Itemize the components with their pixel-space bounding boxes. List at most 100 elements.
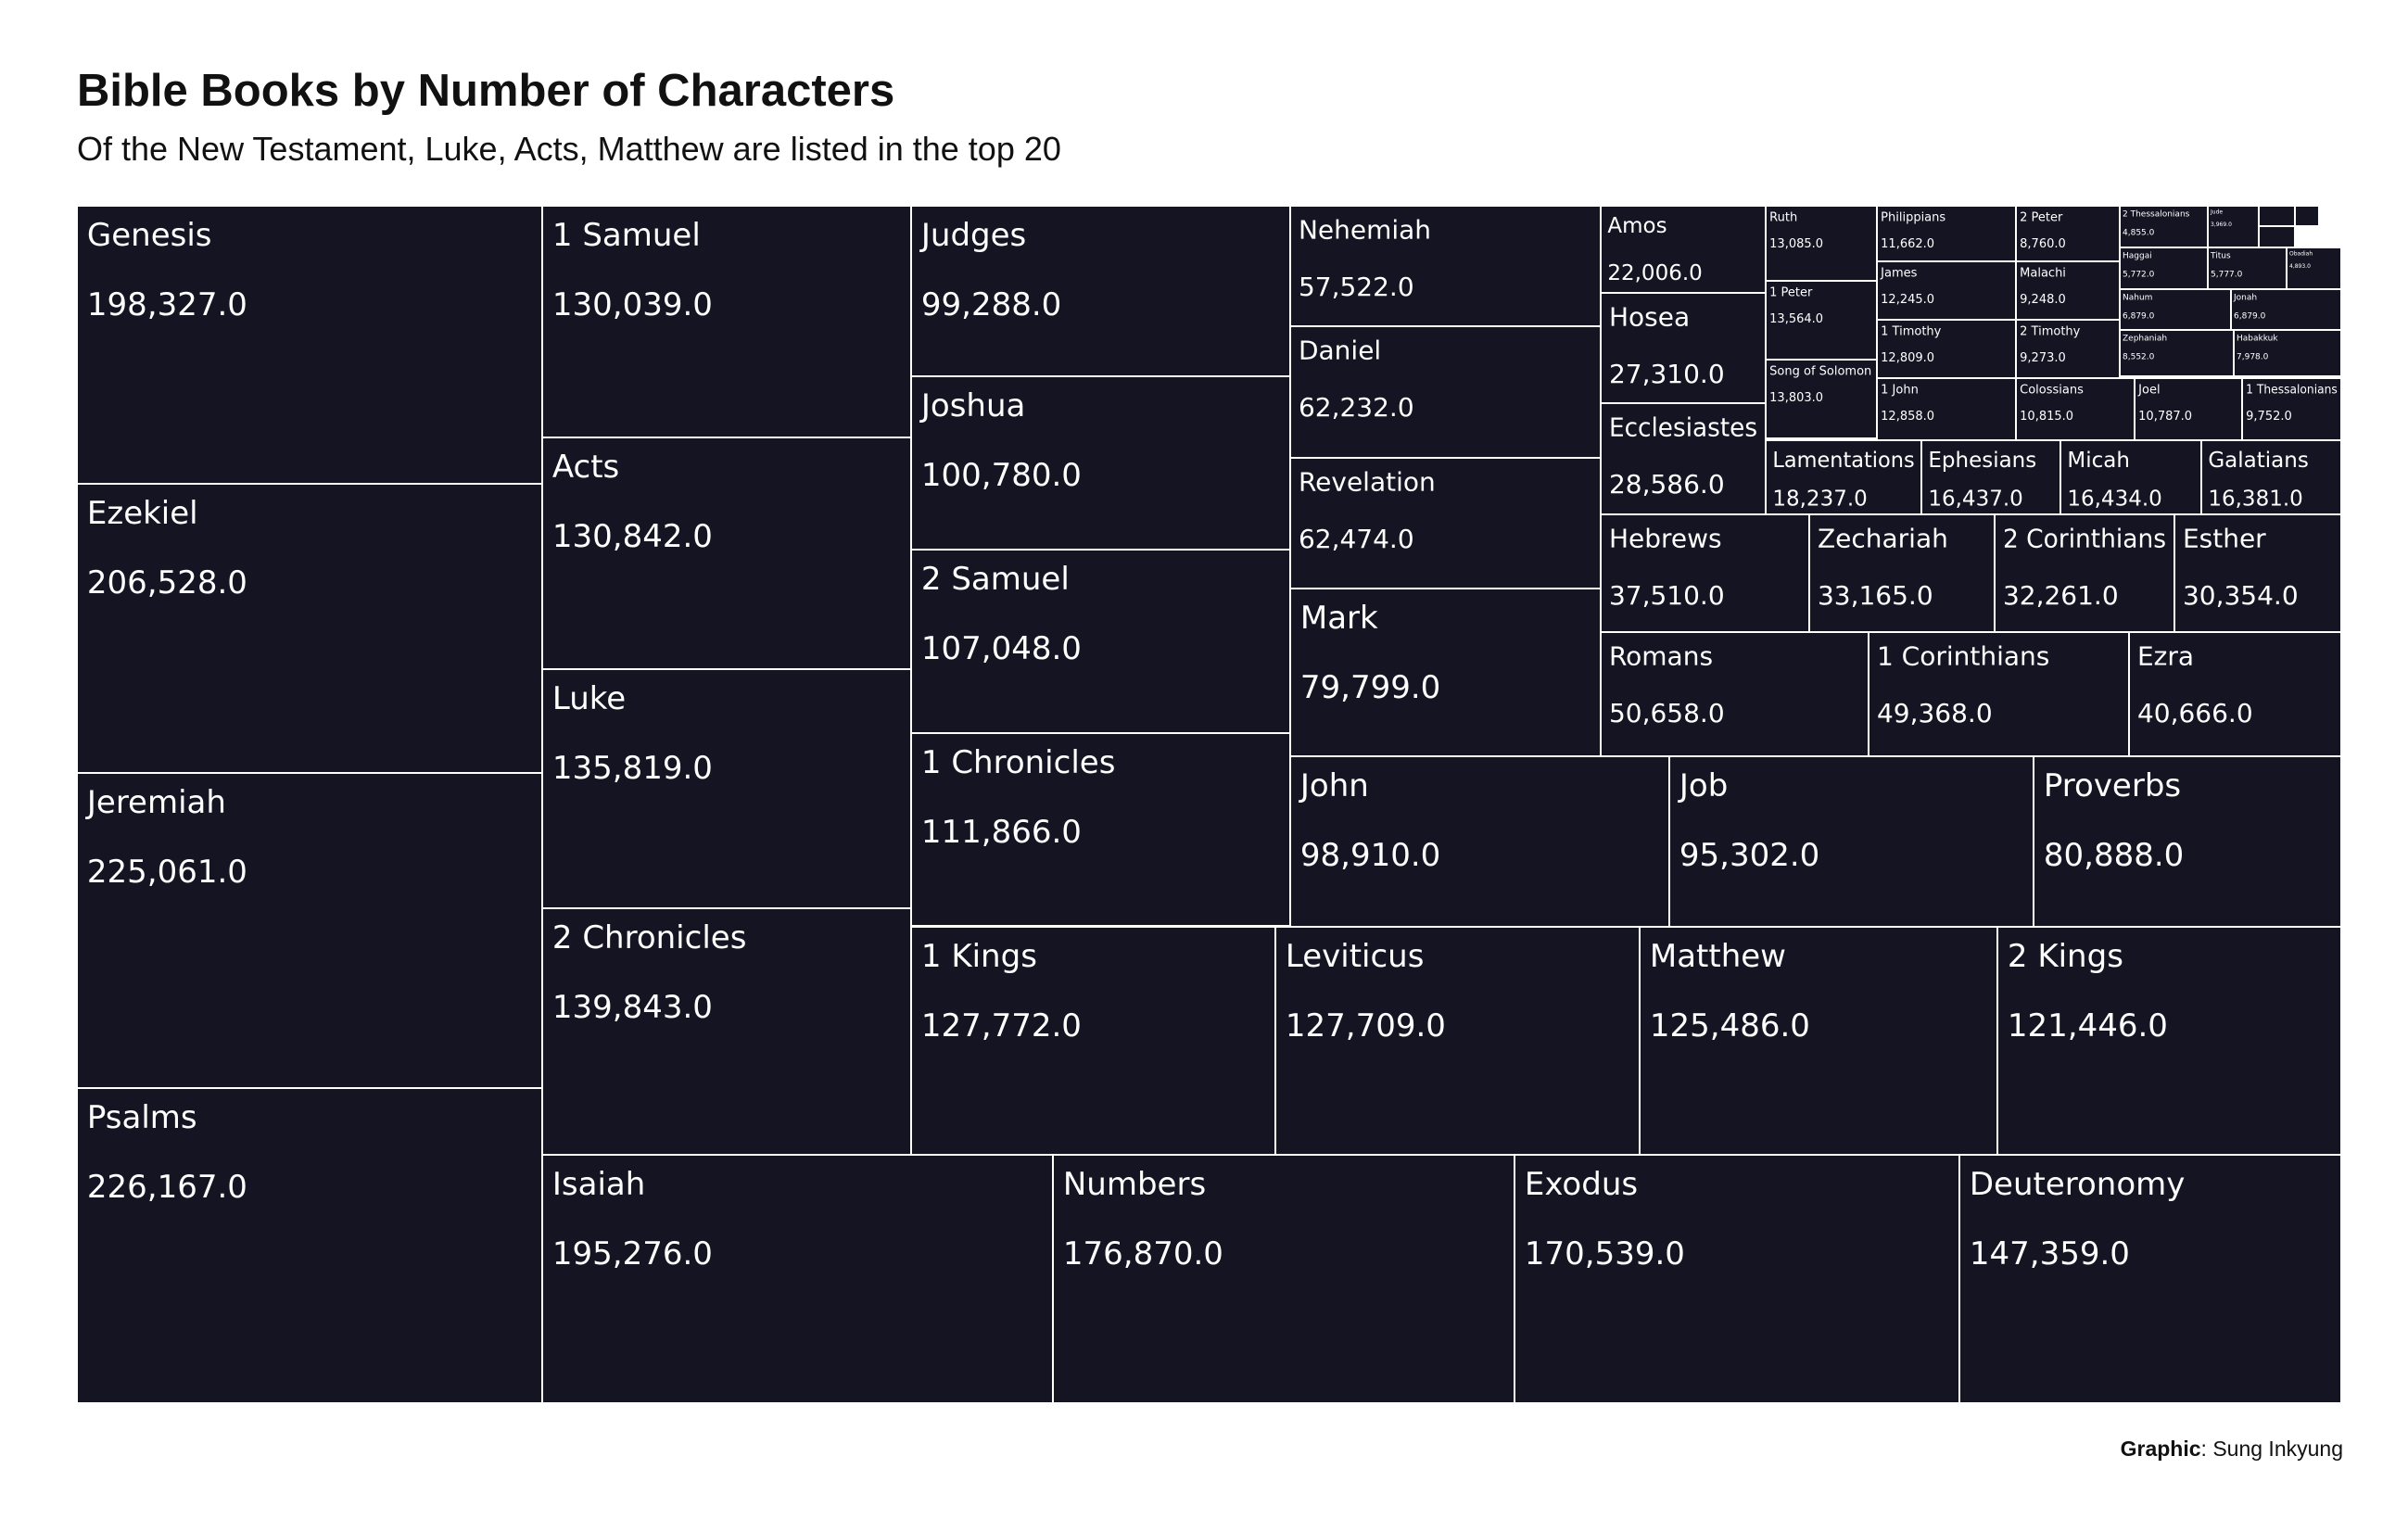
tile-value-acts: 130,842.0: [552, 518, 713, 555]
tile-value-isaiah: 195,276.0: [552, 1235, 713, 1272]
tile-label-2-samuel: 2 Samuel: [921, 561, 1070, 598]
caption-label: Graphic: [2120, 1437, 2201, 1461]
tile-haggai: [2119, 247, 2209, 290]
tile-label-luke: Luke: [552, 680, 626, 717]
tile-label-habakkuk: Habakkuk: [2237, 335, 2278, 344]
tile-label-mark: Mark: [1300, 600, 1378, 637]
tile-label-philippians: Philippians: [1881, 211, 1945, 225]
tile-label-psalms: Psalms: [87, 1099, 197, 1136]
tile-philippians: [1876, 205, 2017, 262]
tile-value-esther: 30,354.0: [2183, 580, 2299, 611]
tile-label-obadiah: Obadiah: [2289, 251, 2313, 258]
tile-value-psalms: 226,167.0: [87, 1169, 247, 1206]
tile-label-hebrews: Hebrews: [1609, 524, 1722, 554]
tile-label-2-timothy: 2 Timothy: [2020, 325, 2081, 339]
tile-zechariah: [1808, 513, 1996, 633]
tile-galatians: [2200, 439, 2342, 515]
tile-amos: [1600, 205, 1767, 294]
tile-psalms: [76, 1087, 543, 1404]
tile-acts: [541, 437, 912, 670]
tile-value-job: 95,302.0: [1679, 837, 1819, 874]
tile-label-exodus: Exodus: [1525, 1166, 1638, 1203]
tile-label-2-kings: 2 Kings: [2008, 938, 2123, 975]
tile-zephaniah: [2119, 329, 2235, 377]
tile-label-ezekiel: Ezekiel: [87, 495, 198, 532]
tile-1-samuel: [541, 205, 912, 438]
tile-value-1-corinthians: 49,368.0: [1877, 698, 1993, 728]
tile-proverbs: [2033, 755, 2342, 928]
tile-label-titus: Titus: [2210, 252, 2231, 261]
tile-label-haggai: Haggai: [2123, 252, 2152, 261]
tile-label-judges: Judges: [919, 217, 1026, 254]
tile-1-chronicles: [910, 732, 1291, 927]
tile-label-song-of-solomon: Song of Solomon: [1769, 365, 1871, 379]
tile-label-jude: Jude: [2210, 209, 2223, 216]
tile-label-leviticus: Leviticus: [1286, 938, 1425, 975]
tile-value-hosea: 27,310.0: [1609, 359, 1725, 389]
tile-joel: [2134, 377, 2243, 441]
tile-label-matthew: Matthew: [1650, 938, 1786, 975]
tile-label-nahum: Nahum: [2123, 294, 2152, 303]
tile-james: [1876, 260, 2017, 321]
tile-value-2-thessalonians: 4,855.0: [2123, 228, 2155, 237]
tile-value-lamentations: 18,237.0: [1772, 487, 1867, 512]
tile-2-samuel: [910, 549, 1291, 734]
tile-label-jeremiah: Jeremiah: [85, 784, 226, 821]
caption-author: : Sung Inkyung: [2200, 1437, 2343, 1461]
tile-label-2-corinthians: 2 Corinthians: [2003, 524, 2166, 554]
tile-joshua: [910, 375, 1291, 551]
tile-2-thessalonians: [2119, 205, 2209, 248]
tile-value-ruth: 13,085.0: [1769, 237, 1823, 251]
tile-label-hosea: Hosea: [1609, 302, 1690, 333]
tile-value-titus: 5,777.0: [2211, 270, 2243, 279]
tile-label-esther: Esther: [2183, 524, 2266, 554]
tile-value-1-john: 12,858.0: [1881, 410, 1934, 424]
tile-value-judges: 99,288.0: [921, 286, 1061, 323]
tile-label-daniel: Daniel: [1299, 336, 1381, 366]
tile-value-habakkuk: 7,978.0: [2237, 352, 2269, 361]
tile-filler-63: [2258, 205, 2296, 227]
tile-label-numbers: Numbers: [1063, 1166, 1206, 1203]
tile-label-zechariah: Zechariah: [1818, 524, 1948, 554]
tile-value-1-timothy: 12,809.0: [1881, 351, 1934, 365]
tile-titus: [2207, 247, 2288, 290]
tile-label-2-thessalonians: 2 Thessalonians: [2123, 210, 2190, 220]
tile-malachi: [2015, 260, 2121, 321]
tile-value-1-kings: 127,772.0: [921, 1007, 1082, 1045]
tile-label-1-corinthians: 1 Corinthians: [1877, 641, 2049, 672]
tile-jeremiah: [76, 772, 543, 1089]
tile-label-1-chronicles: 1 Chronicles: [921, 744, 1116, 781]
tile-esther: [2174, 513, 2342, 633]
tile-value-1-peter: 13,564.0: [1769, 312, 1823, 326]
tile-label-isaiah: Isaiah: [552, 1166, 645, 1203]
tile-value-1-chronicles: 111,866.0: [921, 814, 1082, 851]
tile-1-john: [1876, 377, 2017, 441]
tile-value-1-samuel: 130,039.0: [552, 286, 713, 323]
tile-matthew: [1639, 926, 1998, 1156]
tile-value-numbers: 176,870.0: [1063, 1235, 1223, 1272]
tile-1-corinthians: [1868, 631, 2130, 757]
tile-label-joel: Joel: [2137, 384, 2160, 398]
tile-value-philippians: 11,662.0: [1881, 237, 1934, 251]
tile-value-joel: 10,787.0: [2138, 410, 2192, 424]
tile-exodus: [1514, 1154, 1960, 1404]
tile-label-proverbs: Proverbs: [2044, 767, 2181, 804]
tile-2-kings: [1996, 926, 2342, 1156]
tile-label-galatians: Galatians: [2208, 449, 2308, 473]
tile-value-john: 98,910.0: [1300, 837, 1440, 874]
tile-value-matthew: 125,486.0: [1650, 1007, 1810, 1045]
tile-value-2-chronicles: 139,843.0: [552, 989, 713, 1026]
tile-value-zechariah: 33,165.0: [1818, 580, 1933, 611]
tile-label-james: James: [1880, 267, 1917, 281]
tile-job: [1668, 755, 2034, 928]
tile-value-hebrews: 37,510.0: [1609, 580, 1725, 611]
tile-value-nehemiah: 57,522.0: [1299, 272, 1414, 302]
tile-label-nehemiah: Nehemiah: [1299, 215, 1431, 246]
tile-genesis: [76, 205, 543, 485]
tile-value-nahum: 6,879.0: [2123, 311, 2155, 321]
tile-john: [1289, 755, 1670, 928]
tile-value-2-peter: 8,760.0: [2020, 237, 2066, 251]
tile-value-luke: 135,819.0: [552, 750, 713, 787]
tile-value-song-of-solomon: 13,803.0: [1769, 391, 1823, 405]
